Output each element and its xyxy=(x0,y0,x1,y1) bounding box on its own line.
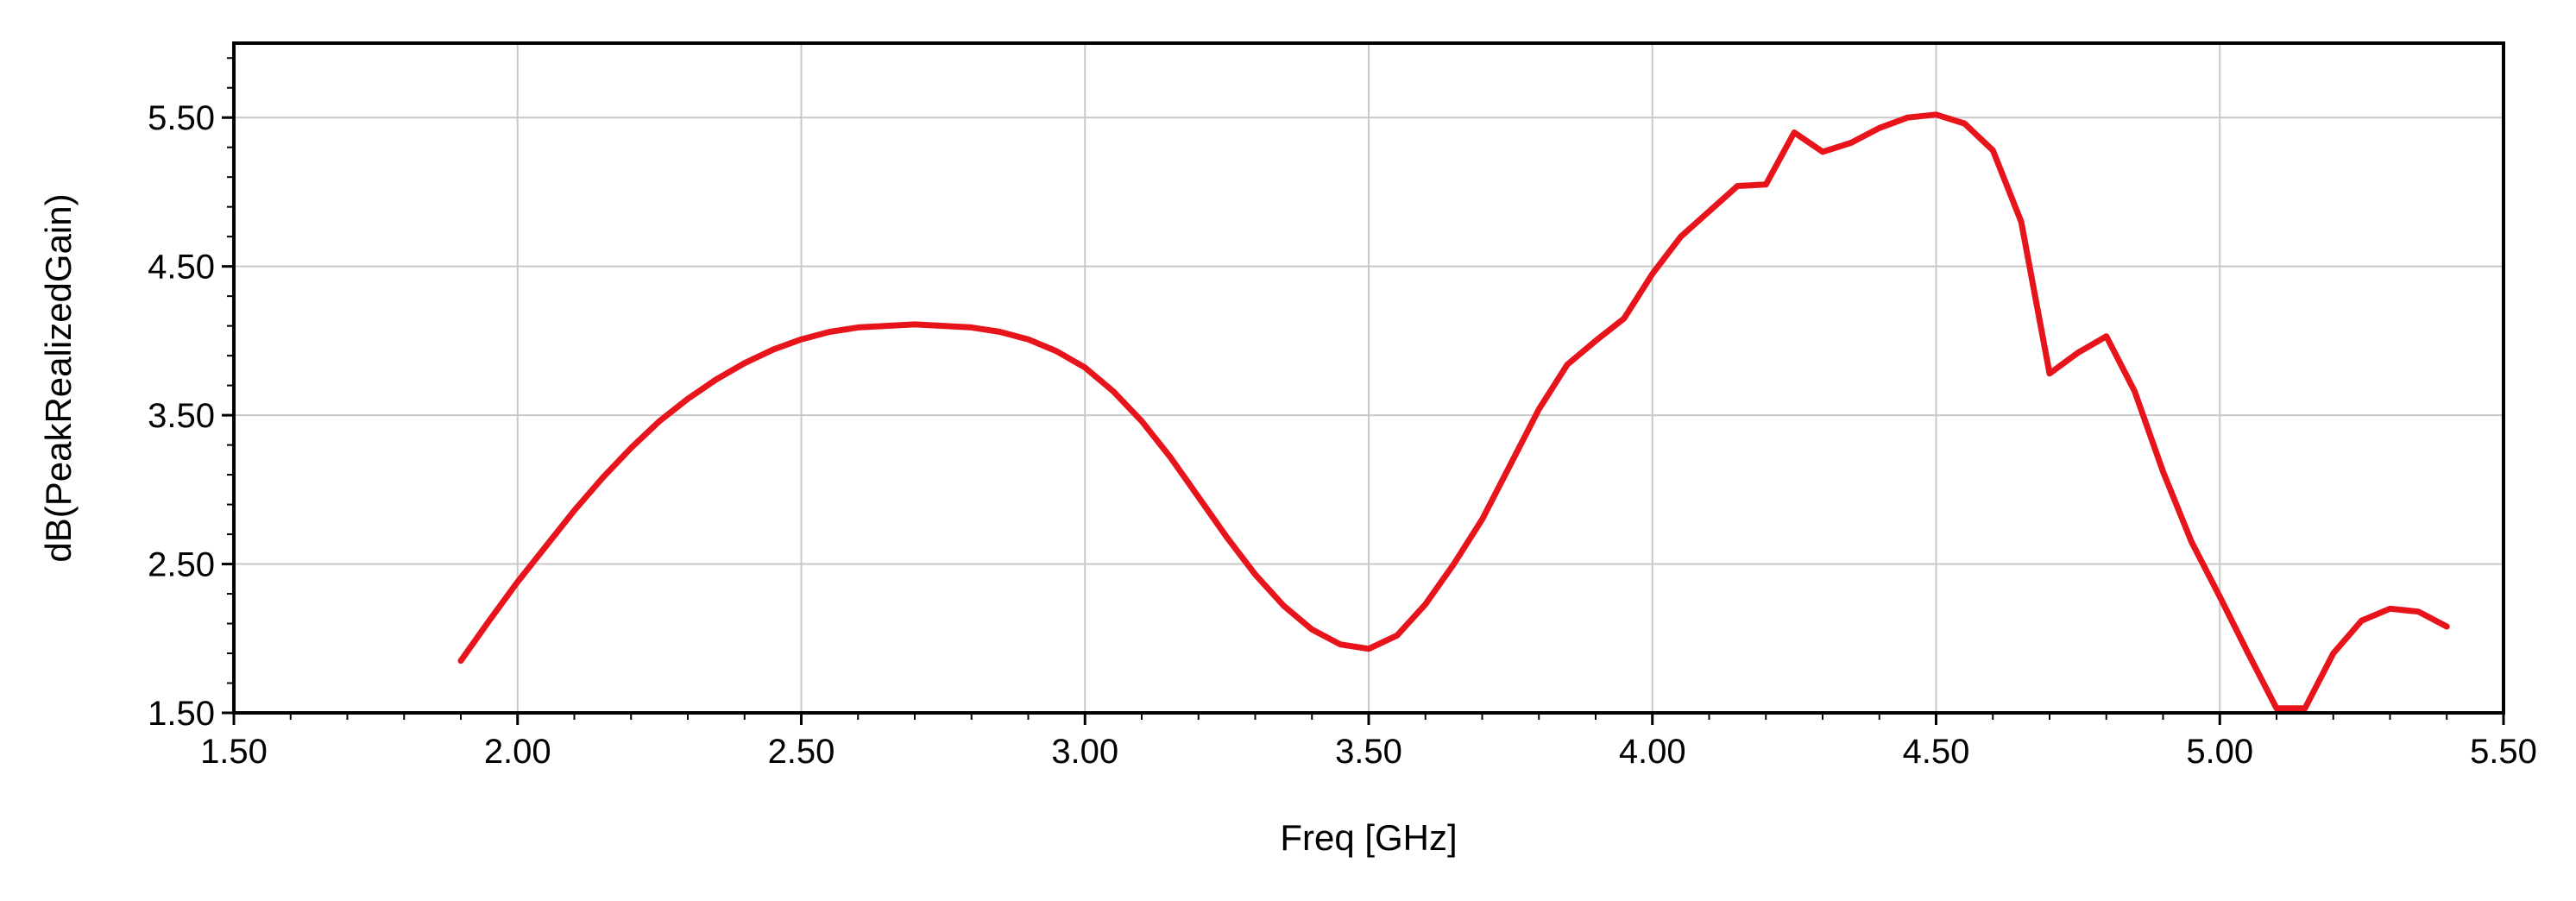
x-tick-label: 2.50 xyxy=(768,733,835,771)
x-tick-label: 4.50 xyxy=(1903,733,1970,771)
x-tick-label: 3.00 xyxy=(1051,733,1118,771)
y-tick-label: 2.50 xyxy=(148,546,215,584)
x-tick-label: 1.50 xyxy=(200,733,268,771)
y-tick-label: 4.50 xyxy=(148,249,215,287)
x-axis-title: Freq [GHz] xyxy=(1280,817,1457,858)
x-tick-label: 5.50 xyxy=(2470,733,2537,771)
y-tick-label: 5.50 xyxy=(148,99,215,137)
x-tick-label: 2.00 xyxy=(484,733,551,771)
x-axis-ticks: 1.50 2.00 2.50 3.00 3.50 4.00 4.50 5.00 5.50 xyxy=(200,713,2537,771)
y-tick-label: 3.50 xyxy=(148,397,215,435)
x-tick-label: 4.00 xyxy=(1619,733,1686,771)
x-tick-label: 5.00 xyxy=(2186,733,2253,771)
y-tick-label: 1.50 xyxy=(148,695,215,733)
y-axis-title: dB(PeakRealizedGain) xyxy=(38,193,79,562)
series-line xyxy=(457,111,2450,712)
y-axis-ticks: 1.50 2.50 3.50 4.50 5.50 xyxy=(148,99,234,733)
grid xyxy=(234,43,2504,713)
x-tick-label: 3.50 xyxy=(1335,733,1402,771)
series-layer xyxy=(457,111,2450,712)
